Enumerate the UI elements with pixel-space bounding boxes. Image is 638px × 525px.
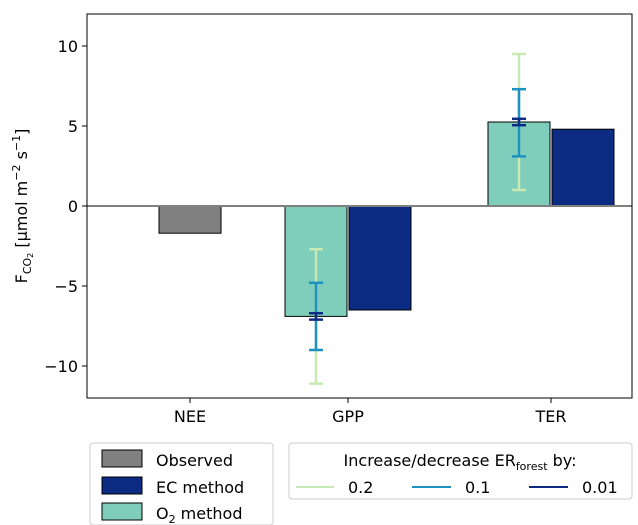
axes: −10 −5 0 5 10 NEE GPP TER [44,13,633,426]
legend-label-0-01: 0.01 [582,478,618,497]
series-legend: Observed EC method O2 method [89,442,274,525]
legend-label-0-2: 0.2 [348,478,373,497]
x-tick-label: NEE [174,407,206,426]
y-tick-label: −5 [54,277,78,296]
legend-swatch-observed [101,449,143,468]
legend-swatch-ec [101,476,143,495]
y-tick-label: −10 [44,357,78,376]
plot-area [87,52,632,385]
y-axis-label: FCO2 [µmol m−2 s−1] [10,129,35,284]
errorbar-ter-0.01 [512,117,526,127]
errorbar-gpp-0.01 [309,311,323,321]
legend-label-o2-method: O2 method [156,504,242,525]
legend-label-observed: Observed [156,451,233,470]
bar-gpp-ec-method [348,205,412,311]
y-tick-label: 10 [58,37,78,56]
y-tick-label: 0 [68,197,78,216]
errorbar-legend-box [288,442,633,500]
y-tick-label: 5 [68,117,78,136]
legend-swatch-o2 [101,502,143,521]
legend-label-0-1: 0.1 [465,478,490,497]
x-tick-label: TER [535,407,567,426]
bar-nee-observed [158,205,222,234]
errorbar-legend: Increase/decrease ERforest by: 0.2 0.1 0… [288,442,633,500]
x-tick-label: GPP [332,407,364,426]
legend-label-ec-method: EC method [156,478,244,497]
bar-ter-ec-method [551,128,615,207]
errorbar-legend-title: Increase/decrease ERforest by: [344,451,577,473]
